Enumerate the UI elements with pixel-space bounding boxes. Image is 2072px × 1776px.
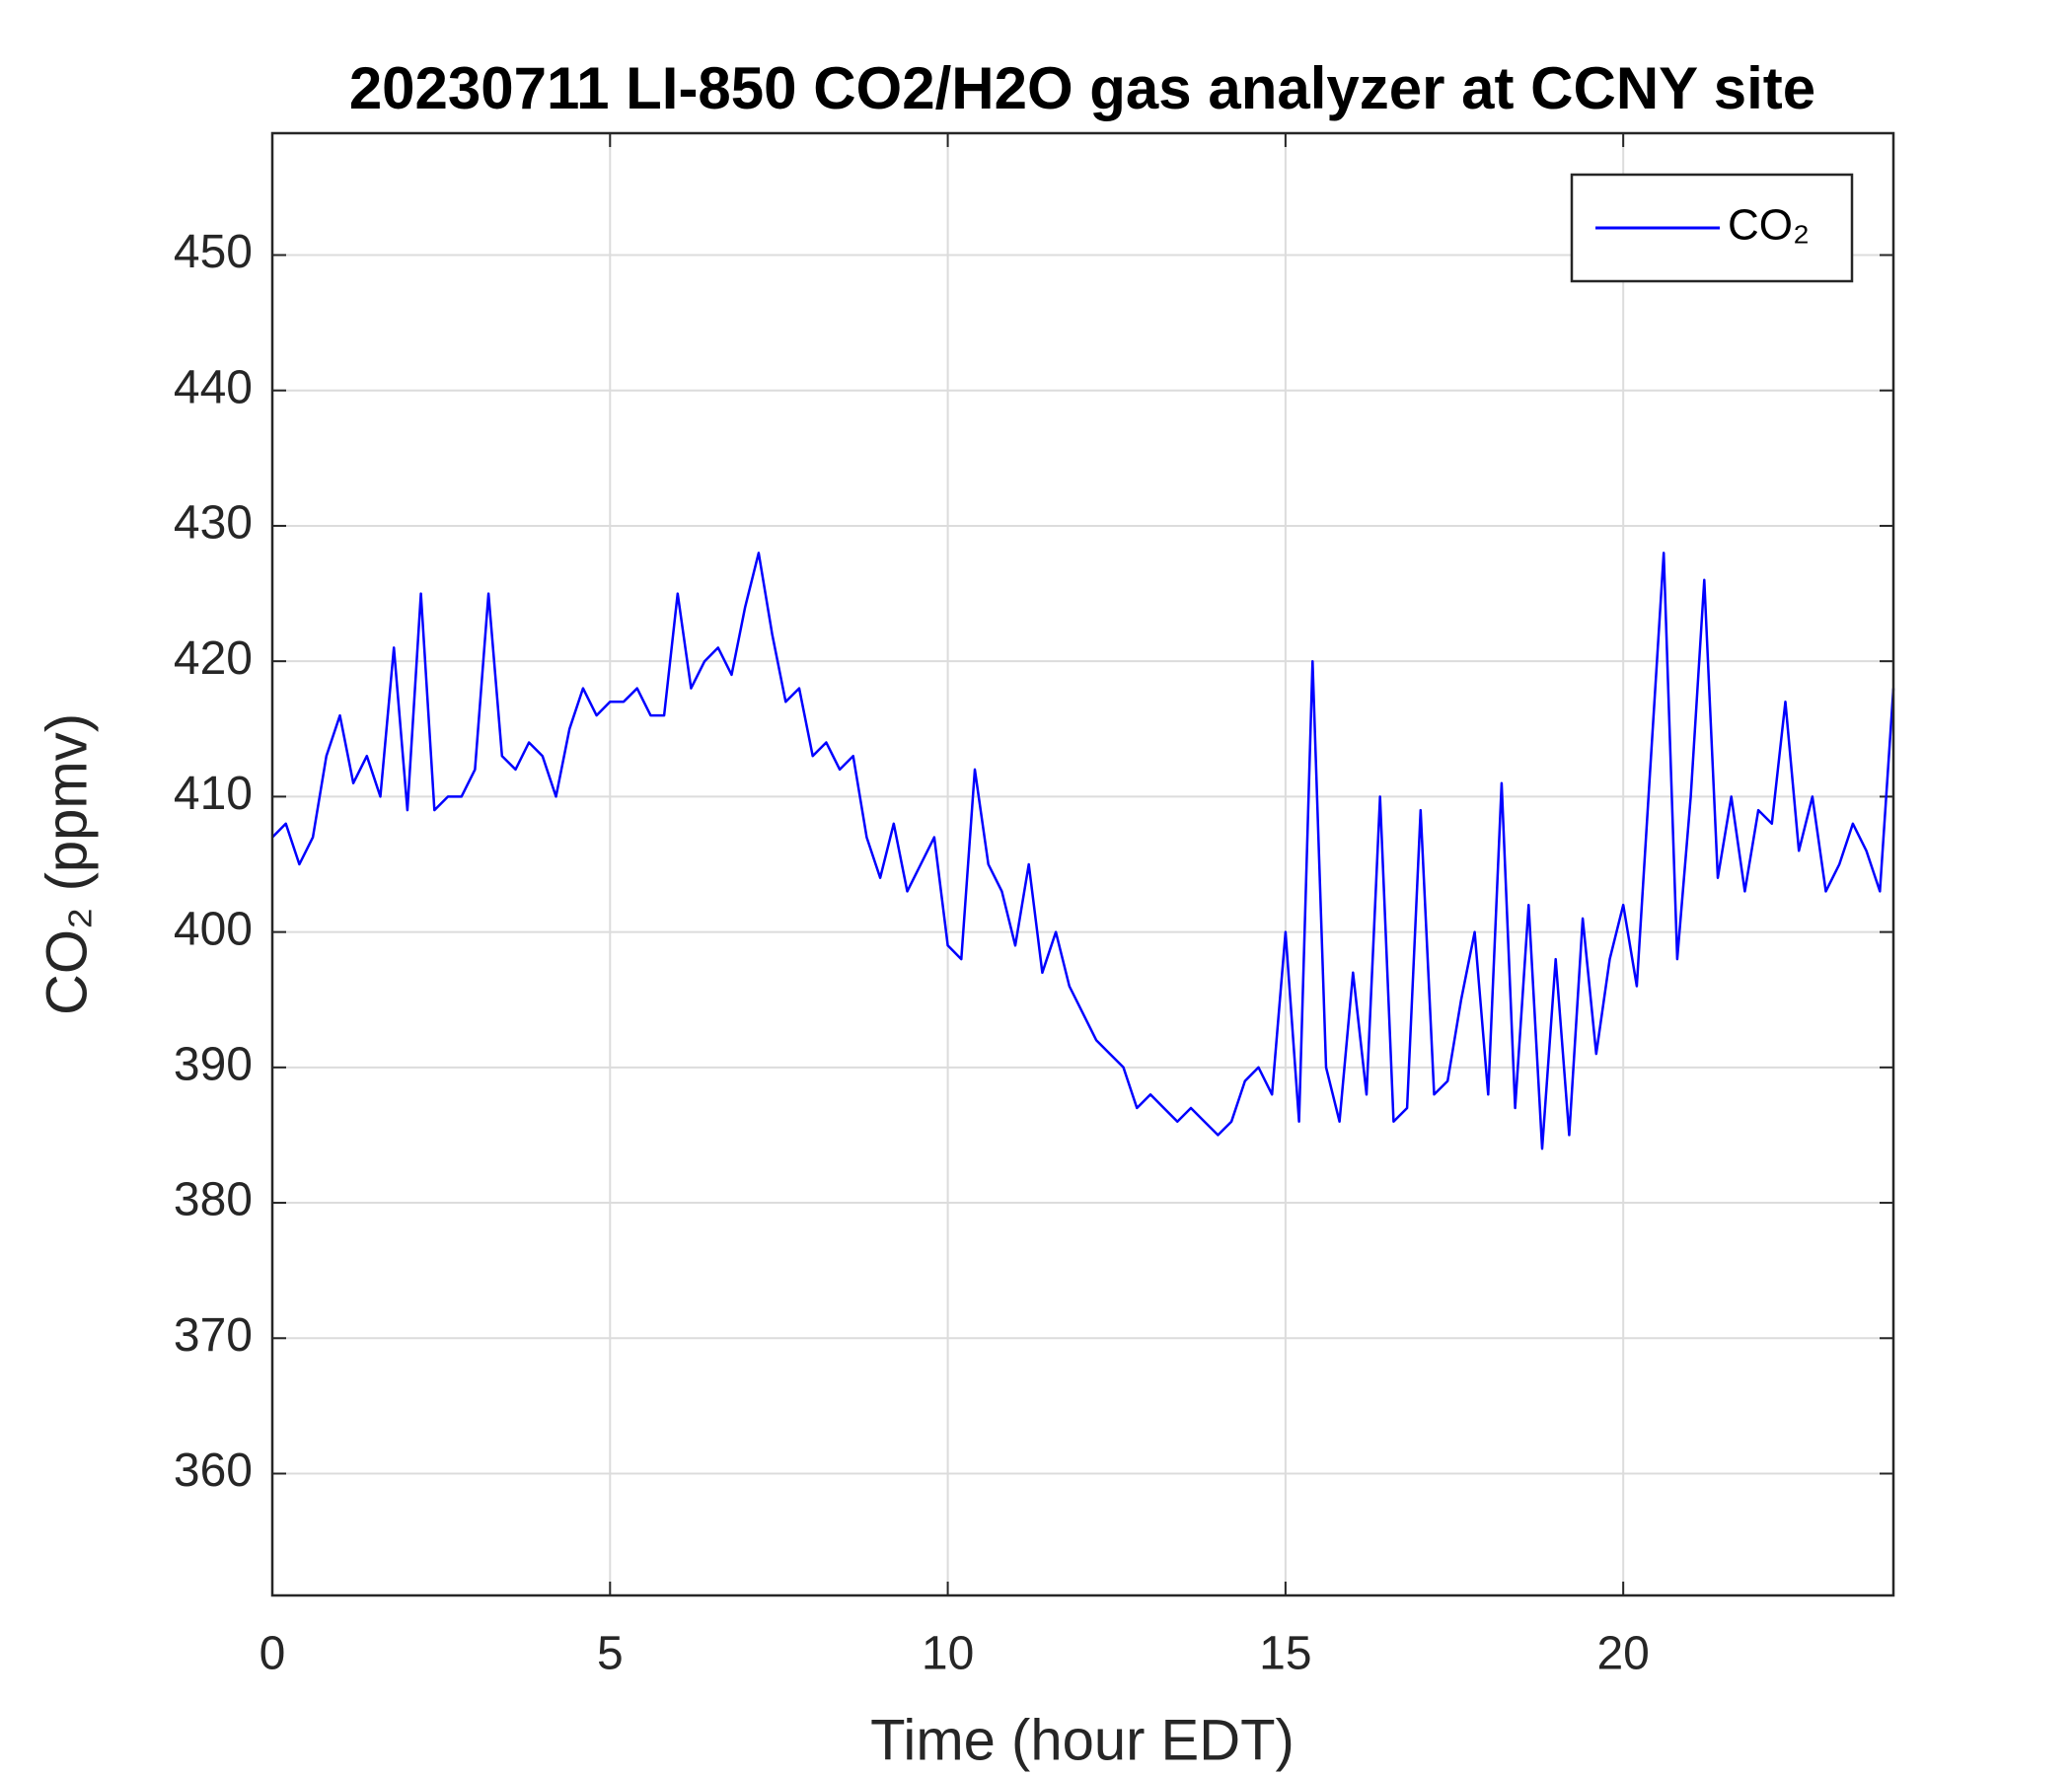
y-tick-label: 380 [174, 1174, 253, 1226]
y-tick-label: 370 [174, 1309, 253, 1362]
x-tick-label: 10 [922, 1628, 974, 1680]
data-line [271, 552, 1895, 1150]
y-tick-label: 360 [174, 1444, 253, 1497]
x-tick-label: 0 [259, 1628, 286, 1680]
y-tick-label: 390 [174, 1039, 253, 1091]
y-tick-label: 420 [174, 632, 253, 685]
x-tick-label: 5 [597, 1628, 624, 1680]
x-tick-label: 15 [1259, 1628, 1311, 1680]
x-tick-label: 20 [1596, 1628, 1649, 1680]
y-tick-label: 430 [174, 497, 253, 550]
y-tick-label: 440 [174, 361, 253, 413]
chart-title: 20230711 LI-850 CO2/H2O gas analyzer at … [349, 55, 1815, 121]
x-axis-label: Time (hour EDT) [870, 1708, 1295, 1772]
legend-label: CO₂ [1728, 201, 1810, 250]
y-tick-label: 400 [174, 903, 253, 955]
axes-box [270, 131, 1895, 1597]
y-axis-label: CO₂ (ppmv) [35, 713, 99, 1015]
y-tick-label: 450 [174, 226, 253, 278]
y-tick-label: 410 [174, 768, 253, 820]
